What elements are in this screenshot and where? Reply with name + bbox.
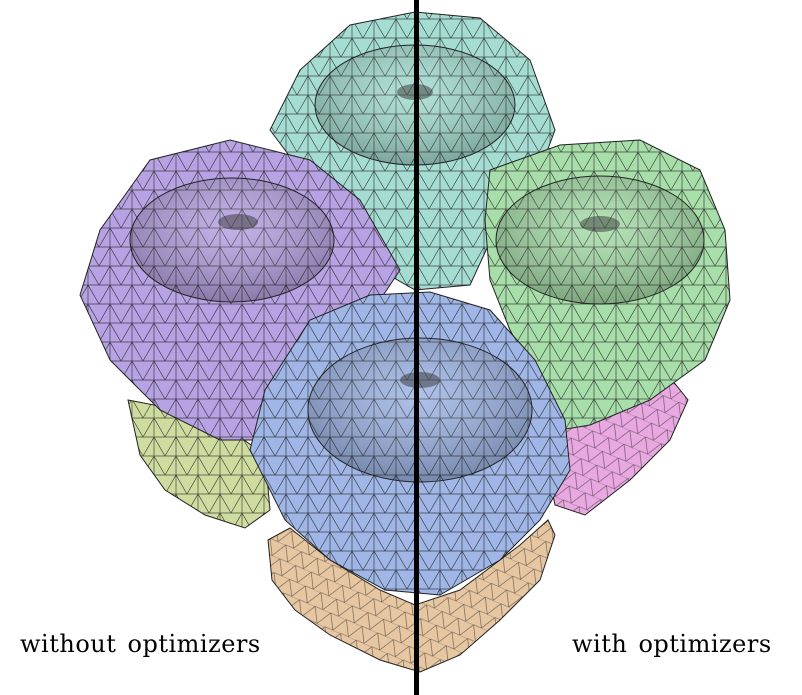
caption-without-optimizers: without optimizers — [20, 630, 261, 658]
caption-with-optimizers: with optimizers — [572, 630, 772, 658]
purple-cylinder — [79, 139, 401, 441]
green-cylinder — [484, 139, 731, 431]
teal-cylinder — [269, 11, 556, 291]
blue-cylinder — [249, 291, 571, 596]
tan-base — [267, 519, 556, 673]
divider-line — [414, 0, 419, 695]
